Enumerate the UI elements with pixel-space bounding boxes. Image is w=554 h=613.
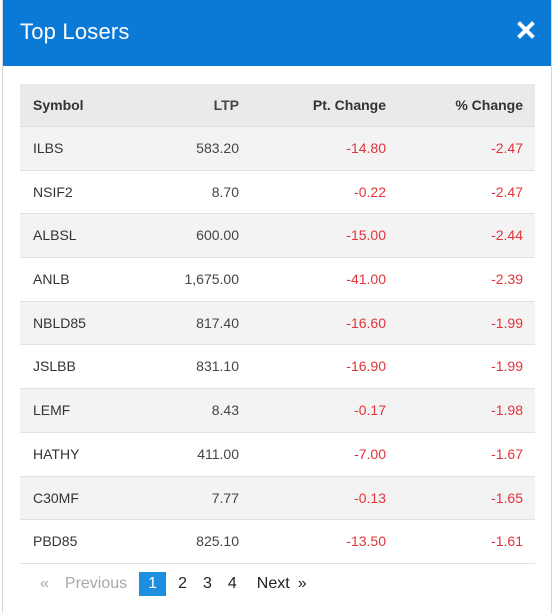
pct-change-cell: -1.99	[491, 358, 523, 375]
modal-header: Top Losers	[3, 0, 551, 66]
close-icon[interactable]	[515, 19, 537, 41]
previous-button: Previous	[64, 575, 128, 592]
symbol-cell: HATHY	[33, 445, 80, 462]
pct-change-cell: -1.67	[491, 445, 523, 462]
ltp-cell: 825.10	[196, 533, 239, 550]
header-pct-change[interactable]: % Change	[455, 97, 523, 113]
header-ltp[interactable]: LTP	[213, 97, 239, 113]
table-row[interactable]: HATHY 411.00 -7.00 -1.67	[20, 433, 535, 477]
ltp-cell: 8.70	[211, 183, 239, 200]
pct-change-cell: -2.47	[491, 140, 523, 156]
pct-change-cell: -2.44	[491, 227, 523, 244]
pct-change-cell: -1.99	[491, 314, 523, 331]
table-body: ILBS 583.20 -14.80 -2.47 NSIF2 8.70 -0.22 -2.47…	[20, 127, 535, 564]
table-row[interactable]: ALBSL 600.00 -15.00 -2.44	[20, 214, 535, 259]
ltp-cell: 1,675.00	[184, 271, 240, 288]
page-2-button[interactable]: 2	[178, 575, 187, 592]
pct-change-cell: -2.47	[491, 183, 523, 200]
table-row[interactable]: ILBS 583.20 -14.80 -2.47	[20, 127, 535, 171]
ltp-cell: 411.00	[197, 445, 239, 462]
symbol-cell: ILBS	[33, 140, 64, 156]
symbol-cell: C30MF	[33, 489, 79, 506]
header-symbol[interactable]: Symbol	[33, 97, 84, 113]
pct-change-cell: -1.98	[491, 402, 523, 419]
pt-change-cell: -0.22	[354, 183, 386, 200]
table-row[interactable]: LEMF 8.43 -0.17 -1.98	[20, 389, 535, 433]
ltp-cell: 7.77	[211, 489, 239, 506]
table-row[interactable]: NBLD85 817.40 -16.60 -1.99	[20, 301, 535, 346]
ltp-cell: 817.40	[196, 314, 239, 331]
header-pt-change[interactable]: Pt. Change	[312, 97, 386, 113]
table-header: Symbol LTP Pt. Change % Change	[20, 84, 535, 127]
modal-title: Top Losers	[20, 19, 130, 44]
table-row[interactable]: ANLB 1,675.00 -41.00 -2.39	[20, 258, 535, 302]
ltp-cell: 600.00	[196, 227, 239, 244]
table-row[interactable]: NSIF2 8.70 -0.22 -2.47	[20, 171, 535, 215]
symbol-cell: ALBSL	[33, 227, 77, 244]
pt-change-cell: -7.00	[354, 445, 386, 462]
symbol-cell: NSIF2	[33, 183, 73, 200]
table-row[interactable]: PBD85 825.10 -13.50 -1.61	[20, 520, 535, 564]
table-row[interactable]: JSLBB 831.10 -16.90 -1.99	[20, 345, 535, 390]
pct-change-cell: -2.39	[491, 271, 523, 288]
pt-change-cell: -14.80	[346, 140, 386, 156]
next-arrow[interactable]: »	[297, 575, 307, 592]
pt-change-cell: -41.00	[346, 271, 386, 288]
pt-change-cell: -0.13	[354, 489, 386, 506]
ltp-cell: 583.20	[196, 140, 239, 156]
pt-change-cell: -16.90	[346, 358, 386, 375]
table-row[interactable]: C30MF 7.77 -0.13 -1.65	[20, 476, 535, 521]
pt-change-cell: -15.00	[346, 227, 386, 244]
pt-change-cell: -0.17	[354, 402, 386, 419]
losers-table: Symbol LTP Pt. Change % Change ILBS 583.2…	[20, 84, 535, 564]
symbol-cell: ANLB	[33, 271, 70, 288]
symbol-cell: PBD85	[33, 533, 78, 550]
symbol-cell: LEMF	[33, 402, 71, 419]
pct-change-cell: -1.61	[491, 533, 523, 550]
page-3-button[interactable]: 3	[202, 575, 212, 592]
prev-arrow: «	[40, 575, 49, 592]
ltp-cell: 8.43	[211, 402, 239, 419]
page-1-button[interactable]: 1	[139, 572, 167, 596]
pt-change-cell: -13.50	[346, 533, 386, 550]
symbol-cell: JSLBB	[33, 358, 76, 375]
page-4-button[interactable]: 4	[227, 575, 237, 592]
ltp-cell: 831.10	[196, 358, 239, 375]
pct-change-cell: -1.65	[491, 489, 523, 506]
pagination: « Previous 1 2 3 4 Next »	[32, 572, 315, 596]
next-button[interactable]: Next	[256, 575, 290, 592]
symbol-cell: NBLD85	[33, 314, 86, 331]
pt-change-cell: -16.60	[346, 314, 386, 331]
